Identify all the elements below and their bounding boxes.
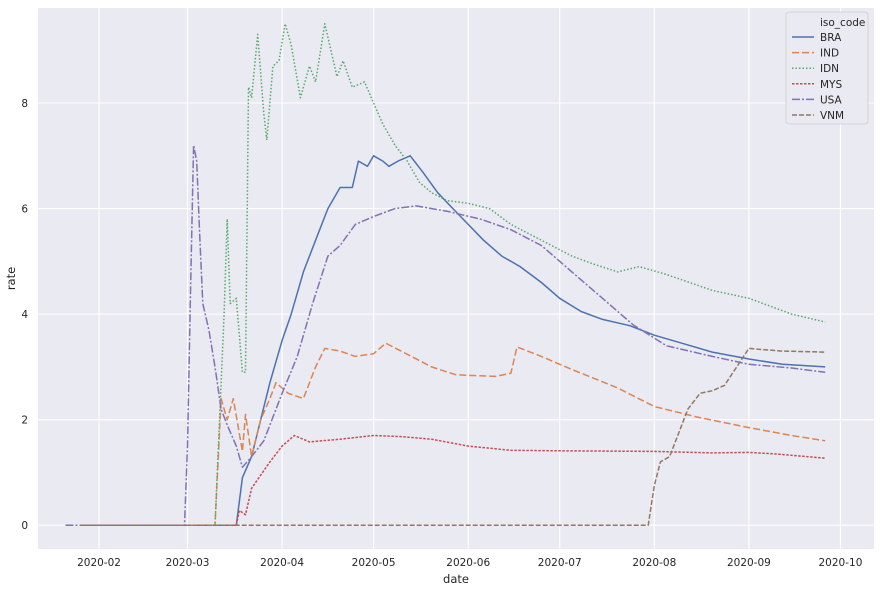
legend-box <box>785 11 869 125</box>
series-line-vnm <box>80 347 826 526</box>
x-tick-label: 2020-04 <box>260 557 304 569</box>
series-lines <box>65 23 826 526</box>
x-tick-label: 2020-06 <box>446 557 490 569</box>
series-line-ind <box>80 342 826 526</box>
series-line-bra <box>80 155 826 526</box>
axis-ticks: 2020-02 2020-03 2020-04 2020-05 2020-06 2020-… <box>21 98 862 569</box>
legend-label-vnm: VNM <box>820 110 844 122</box>
y-axis-label: rate <box>4 267 18 290</box>
y-tick-label: 2 <box>21 415 28 427</box>
x-tick-label: 2020-08 <box>632 557 676 569</box>
y-tick-label: 0 <box>21 520 28 532</box>
legend-label-mys: MYS <box>820 79 842 91</box>
y-tick-label: 6 <box>21 204 28 216</box>
x-tick-label: 2020-05 <box>352 557 396 569</box>
plot-area <box>38 8 874 549</box>
x-tick-label: 2020-10 <box>819 557 863 569</box>
x-tick-label: 2020-03 <box>166 557 210 569</box>
x-axis-label: date <box>443 572 469 586</box>
legend-label-idn: IDN <box>820 63 839 75</box>
y-tick-label: 8 <box>21 98 28 110</box>
legend-label-bra: BRA <box>820 32 842 44</box>
x-tick-label: 2020-07 <box>538 557 582 569</box>
y-tick-label: 4 <box>21 309 28 321</box>
legend: iso_code BRA IND IDN MYS USA VNM <box>785 11 869 125</box>
legend-title: iso_code <box>820 17 865 29</box>
legend-label-usa: USA <box>820 94 843 106</box>
x-tick-label: 2020-02 <box>77 557 121 569</box>
series-line-mys <box>80 434 826 526</box>
x-tick-label: 2020-09 <box>727 557 771 569</box>
series-line-usa <box>65 144 826 526</box>
legend-label-ind: IND <box>820 48 839 60</box>
